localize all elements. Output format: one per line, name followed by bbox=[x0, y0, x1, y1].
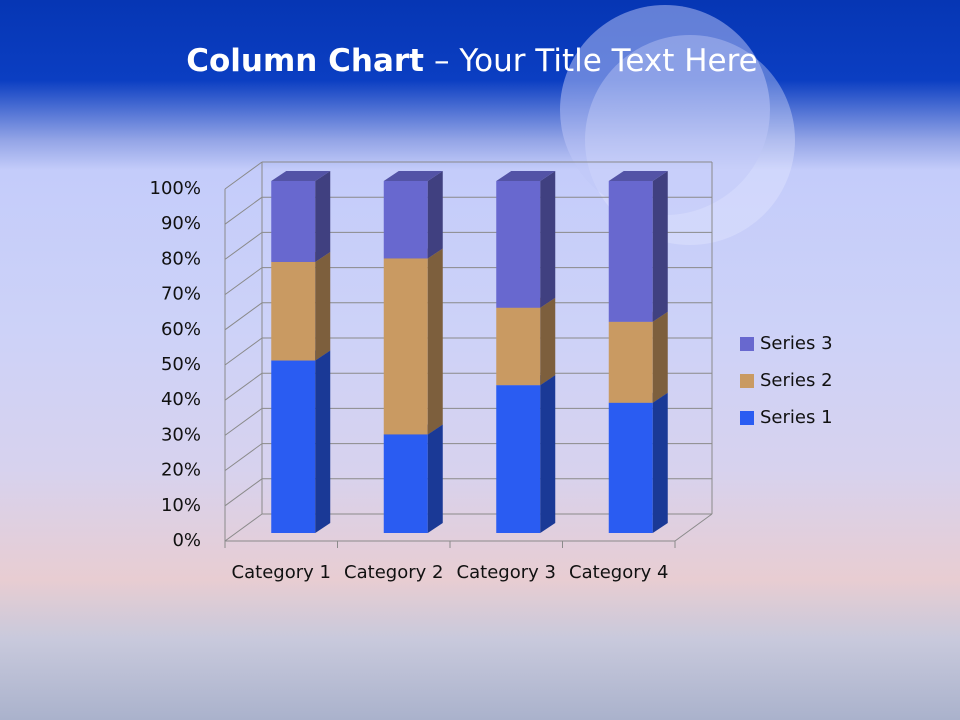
bar-side bbox=[540, 375, 556, 533]
bar-top bbox=[383, 171, 443, 181]
y-tick-label: 30% bbox=[161, 424, 201, 445]
x-tick-label: Category 2 bbox=[344, 562, 444, 583]
grid-line-side bbox=[224, 196, 263, 225]
grid-line-side bbox=[224, 302, 263, 331]
y-tick-label: 0% bbox=[172, 530, 201, 551]
bar-top bbox=[271, 171, 331, 181]
y-tick-label: 40% bbox=[161, 389, 201, 410]
bar-side bbox=[427, 248, 443, 435]
floor-right bbox=[674, 513, 713, 542]
grid-line-side bbox=[224, 372, 263, 401]
bar bbox=[608, 402, 653, 533]
grid-line-side bbox=[224, 231, 263, 260]
y-tick-label: 80% bbox=[161, 248, 201, 269]
bar-side bbox=[652, 311, 668, 403]
bar-side bbox=[427, 171, 443, 259]
bar bbox=[608, 321, 653, 403]
bar-side bbox=[652, 171, 668, 322]
grid-line-side bbox=[224, 478, 263, 507]
grid-line-side bbox=[224, 513, 263, 542]
grid-line-side bbox=[224, 161, 263, 190]
bar-top bbox=[608, 171, 668, 181]
y-tick-label: 100% bbox=[150, 178, 201, 199]
bar-side bbox=[540, 297, 556, 386]
bar bbox=[383, 181, 428, 259]
title-rest: – Your Title Text Here bbox=[434, 43, 758, 79]
title-bold: Column Chart bbox=[186, 43, 424, 79]
bar bbox=[608, 181, 653, 322]
bar bbox=[496, 385, 541, 533]
x-tick-label: Category 4 bbox=[569, 562, 669, 583]
grid-line-side bbox=[224, 267, 263, 296]
bar-side bbox=[315, 251, 331, 361]
bar-side bbox=[652, 392, 668, 533]
bar-side bbox=[315, 171, 331, 262]
x-tick-label: Category 3 bbox=[456, 562, 556, 583]
grid-line-side bbox=[224, 337, 263, 366]
legend-label: Series 1 bbox=[760, 407, 833, 428]
y-tick-label: 90% bbox=[161, 213, 201, 234]
bar bbox=[271, 261, 316, 361]
grid-line-side bbox=[224, 443, 263, 472]
bar-side bbox=[540, 171, 556, 308]
y-tick-label: 70% bbox=[161, 284, 201, 305]
bar bbox=[496, 307, 541, 386]
bar bbox=[496, 181, 541, 308]
bar-top bbox=[496, 171, 556, 181]
bar bbox=[383, 258, 428, 435]
bar bbox=[271, 360, 316, 533]
bar bbox=[383, 434, 428, 533]
legend-label: Series 3 bbox=[760, 333, 833, 354]
legend-swatch bbox=[740, 411, 754, 425]
bar bbox=[271, 181, 316, 262]
x-tick-label: Category 1 bbox=[231, 562, 331, 583]
y-tick-label: 20% bbox=[161, 460, 201, 481]
legend-label: Series 2 bbox=[760, 370, 833, 391]
legend-swatch bbox=[740, 337, 754, 351]
bar-side bbox=[427, 424, 443, 533]
grid-line-side bbox=[224, 407, 263, 436]
y-tick-label: 50% bbox=[161, 354, 201, 375]
y-tick-label: 60% bbox=[161, 319, 201, 340]
legend-swatch bbox=[740, 374, 754, 388]
chart-title: Column Chart – Your Title Text Here bbox=[186, 43, 758, 79]
bar-side bbox=[315, 350, 331, 533]
y-tick-label: 10% bbox=[161, 495, 201, 516]
